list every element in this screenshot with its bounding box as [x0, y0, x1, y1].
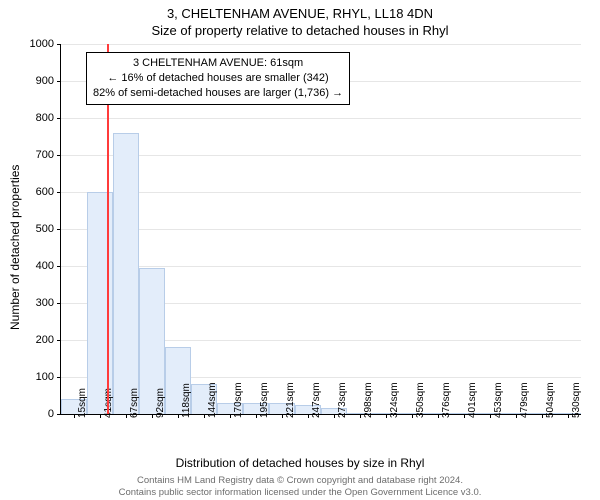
x-tick-label: 170sqm [233, 382, 244, 418]
x-tick-label: 401sqm [467, 382, 478, 418]
x-tick [360, 414, 361, 418]
x-tick-label: 221sqm [285, 382, 296, 418]
histogram-bar [113, 133, 139, 414]
x-tick [100, 414, 101, 418]
y-tick-label: 600 [10, 186, 54, 198]
y-tick [57, 340, 61, 341]
annotation-box: 3 CHELTENHAM AVENUE: 61sqm← 16% of detac… [86, 52, 350, 105]
y-tick [57, 229, 61, 230]
x-tick [490, 414, 491, 418]
title-line2: Size of property relative to detached ho… [0, 23, 600, 40]
gridline [61, 229, 581, 230]
y-tick [57, 192, 61, 193]
x-tick [412, 414, 413, 418]
x-tick [204, 414, 205, 418]
x-tick-label: 479sqm [519, 382, 530, 418]
x-tick-label: 324sqm [389, 382, 400, 418]
x-tick [516, 414, 517, 418]
gridline [61, 192, 581, 193]
x-tick-label: 247sqm [311, 382, 322, 418]
annotation-line: 3 CHELTENHAM AVENUE: 61sqm [93, 56, 343, 71]
y-tick-label: 400 [10, 260, 54, 272]
histogram-bar [87, 192, 113, 414]
chart-plot-wrap: 15sqm41sqm67sqm92sqm118sqm144sqm170sqm19… [60, 44, 580, 414]
y-tick-label: 500 [10, 223, 54, 235]
x-tick-label: 273sqm [337, 382, 348, 418]
y-tick-label: 0 [10, 408, 54, 420]
y-tick [57, 414, 61, 415]
x-tick [126, 414, 127, 418]
x-tick [178, 414, 179, 418]
y-tick-label: 300 [10, 297, 54, 309]
x-tick [386, 414, 387, 418]
x-tick-label: 376sqm [441, 382, 452, 418]
y-tick-label: 800 [10, 112, 54, 124]
gridline [61, 155, 581, 156]
gridline [61, 266, 581, 267]
x-tick [568, 414, 569, 418]
x-tick-label: 144sqm [207, 382, 218, 418]
y-tick-label: 100 [10, 371, 54, 383]
y-tick [57, 303, 61, 304]
x-tick-label: 453sqm [493, 382, 504, 418]
x-tick-label: 298sqm [363, 382, 374, 418]
x-tick [152, 414, 153, 418]
y-tick [57, 377, 61, 378]
x-tick-label: 15sqm [77, 388, 88, 418]
gridline [61, 118, 581, 119]
x-tick [230, 414, 231, 418]
y-tick [57, 118, 61, 119]
footer-line1: Contains HM Land Registry data © Crown c… [0, 475, 600, 486]
x-tick-label: 530sqm [571, 382, 582, 418]
annotation-line: 82% of semi-detached houses are larger (… [93, 86, 343, 101]
gridline [61, 44, 581, 45]
x-axis-title: Distribution of detached houses by size … [0, 456, 600, 470]
plot-area: 15sqm41sqm67sqm92sqm118sqm144sqm170sqm19… [60, 44, 581, 415]
annotation-line: ← 16% of detached houses are smaller (34… [93, 71, 343, 86]
x-tick [334, 414, 335, 418]
x-tick [256, 414, 257, 418]
x-tick-label: 118sqm [181, 383, 192, 418]
x-tick [282, 414, 283, 418]
y-tick-label: 700 [10, 149, 54, 161]
chart-title: 3, CHELTENHAM AVENUE, RHYL, LL18 4DN Siz… [0, 0, 600, 40]
y-tick [57, 44, 61, 45]
x-tick [74, 414, 75, 418]
footer-attribution: Contains HM Land Registry data © Crown c… [0, 475, 600, 498]
title-line1: 3, CHELTENHAM AVENUE, RHYL, LL18 4DN [0, 6, 600, 23]
y-tick-label: 900 [10, 75, 54, 87]
footer-line2: Contains public sector information licen… [0, 487, 600, 498]
y-tick [57, 266, 61, 267]
x-tick [464, 414, 465, 418]
y-tick [57, 155, 61, 156]
x-tick [308, 414, 309, 418]
x-tick [438, 414, 439, 418]
y-tick-label: 200 [10, 334, 54, 346]
x-tick-label: 504sqm [545, 382, 556, 418]
x-tick-label: 67sqm [129, 388, 140, 418]
chart-container: 3, CHELTENHAM AVENUE, RHYL, LL18 4DN Siz… [0, 0, 600, 500]
y-tick-label: 1000 [10, 38, 54, 50]
x-tick-label: 195sqm [259, 382, 270, 418]
x-tick [542, 414, 543, 418]
y-tick [57, 81, 61, 82]
x-tick-label: 350sqm [415, 382, 426, 418]
x-tick-label: 92sqm [155, 388, 166, 418]
